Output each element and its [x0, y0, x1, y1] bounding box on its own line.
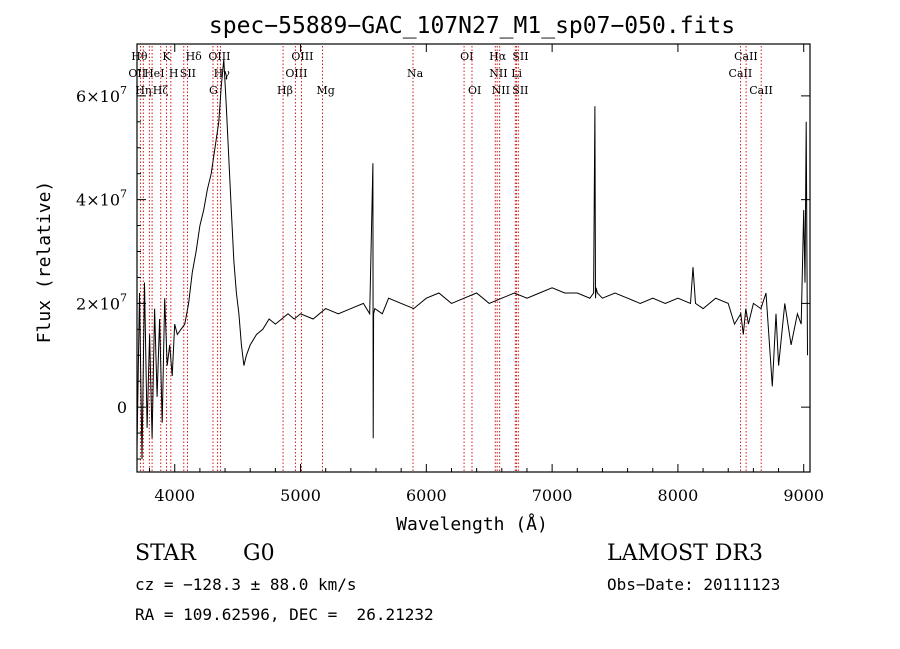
y-tick-mantissa: 4×10: [76, 191, 120, 210]
survey-name: LAMOST DR3: [607, 541, 763, 566]
line-label: CaII: [734, 50, 758, 63]
line-label: Hα: [489, 50, 507, 63]
line-label: Hγ: [214, 67, 231, 80]
object-subclass: G0: [243, 541, 275, 566]
y-tick-exponent: 7: [120, 188, 127, 201]
x-tick-label: 4000: [154, 486, 195, 505]
line-label: HeI: [144, 67, 164, 80]
x-axis: 4000 5000 6000 7000 8000 9000: [149, 44, 824, 505]
line-label: Hθ: [131, 50, 148, 63]
line-label: Mg: [317, 84, 335, 97]
spectrum-line: [136, 59, 808, 460]
line-label: K: [162, 50, 171, 63]
line-label: OIII: [291, 50, 313, 63]
line-label: Hη: [135, 84, 151, 97]
x-tick-label: 9000: [783, 486, 824, 505]
line-label: SII: [180, 67, 196, 80]
chart-title: spec−55889−GAC_107N27_M1_sp07−050.fits: [209, 13, 735, 39]
line-label: G: [209, 84, 218, 97]
line-label: NII: [489, 67, 507, 80]
y-tick-label: 4×107: [76, 188, 127, 210]
line-label: CaII: [729, 67, 753, 80]
y-tick-label: 0: [117, 398, 127, 417]
y-tick-exponent: 7: [120, 84, 127, 97]
line-label: SII: [512, 50, 528, 63]
line-label: Li: [511, 67, 522, 80]
observation-date: Obs−Date: 20111123: [607, 575, 780, 594]
coordinates: RA = 109.62596, DEC = 26.21232: [135, 605, 434, 624]
y-tick-label: 2×107: [76, 291, 127, 313]
plot-frame: [136, 43, 811, 473]
y-tick-mantissa: 0: [117, 398, 127, 417]
x-tick-label: 6000: [406, 486, 447, 505]
line-label: NII: [492, 84, 510, 97]
line-label: OIII: [208, 50, 230, 63]
line-label: SII: [512, 84, 528, 97]
line-label: Hδ: [186, 50, 203, 63]
line-label: Hζ: [153, 84, 169, 97]
y-axis-label: Flux (relative): [34, 181, 55, 344]
line-label: OIII: [285, 67, 307, 80]
x-tick-label: 7000: [532, 486, 573, 505]
line-label: Hβ: [277, 84, 293, 97]
redshift-velocity: cz = −128.3 ± 88.0 km/s: [135, 575, 357, 594]
x-tick-label: 8000: [658, 486, 699, 505]
y-tick-label: 6×107: [76, 84, 127, 106]
line-label: Na: [407, 67, 424, 80]
object-class: STAR: [135, 541, 197, 566]
y-tick-exponent: 7: [120, 291, 127, 304]
line-label: CaII: [749, 84, 773, 97]
line-label: OI: [460, 50, 473, 63]
y-tick-mantissa: 6×10: [76, 87, 120, 106]
x-tick-label: 5000: [280, 486, 321, 505]
y-tick-mantissa: 2×10: [76, 294, 120, 313]
x-axis-label: Wavelength (Å): [396, 513, 548, 535]
line-label: OI: [468, 84, 481, 97]
line-label: H: [169, 67, 179, 80]
